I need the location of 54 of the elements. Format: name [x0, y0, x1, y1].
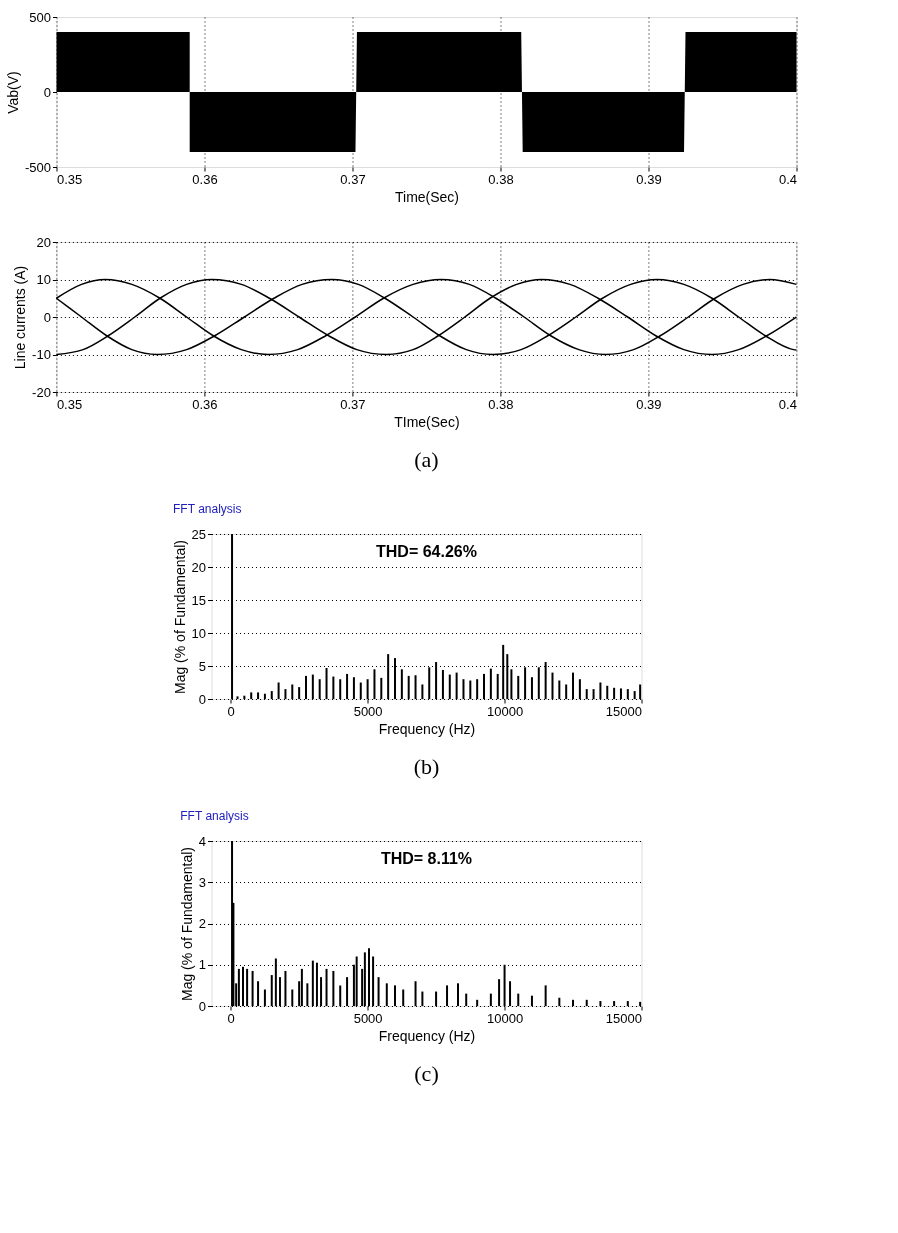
y-tick-label: 10 [191, 625, 206, 641]
chart-title: FFT analysis [180, 809, 249, 823]
annotation: THD= 8.11% [380, 850, 473, 867]
x-tick-label: 0.36 [192, 171, 218, 187]
y-tick-label: 20 [191, 559, 206, 575]
x-tick-label: 0.39 [636, 171, 662, 187]
y-tick-label: 1 [198, 957, 206, 973]
x-tick-label: 0.37 [340, 171, 366, 187]
x-tick-label: 0.37 [340, 396, 366, 412]
x-tick-label: 0.39 [636, 396, 662, 412]
y-tick-label: 3 [198, 874, 206, 890]
x-tick-label: 0.36 [192, 396, 218, 412]
y-axis-title: Line currents (A) [12, 265, 29, 370]
x-tick-label: 10000 [486, 1010, 524, 1026]
x-axis-title: Time(Sec) [394, 188, 460, 205]
x-axis-title: TIme(Sec) [394, 413, 460, 430]
y-axis-title: Vab(V) [4, 71, 21, 114]
y-tick-label: 4 [198, 833, 206, 849]
y-tick-label: -10 [32, 347, 51, 362]
y-tick-label: 5 [198, 658, 206, 674]
y-tick-label: 0 [43, 84, 51, 100]
y-axis-title: Mag (% of Fundamental) [171, 539, 188, 695]
x-tick-label: 0.4 [778, 396, 797, 412]
y-tick-label: 25 [191, 526, 206, 542]
x-tick-label: 10000 [486, 703, 524, 719]
x-tick-label: 0 [227, 1010, 235, 1026]
x-tick-label: 0.38 [488, 171, 514, 187]
x-tick-label: 0 [227, 703, 235, 719]
y-tick-label: 20 [36, 234, 51, 250]
y-tick-label: 10 [36, 272, 51, 287]
annotation: THD= 64.26% [376, 543, 477, 560]
y-tick-label: 0 [43, 309, 51, 325]
x-tick-label: 15000 [605, 1010, 642, 1026]
text: (c) [414, 1061, 439, 1086]
y-tick-label: -500 [24, 159, 51, 175]
y-tick-label: 2 [198, 916, 206, 931]
y-tick-label: 0 [198, 691, 206, 707]
text: (a) [414, 447, 439, 472]
x-tick-label: 5000 [353, 703, 383, 719]
x-tick-label: 5000 [353, 1010, 383, 1026]
x-tick-label: 0.35 [56, 396, 83, 412]
y-tick-label: 500 [29, 9, 51, 25]
y-tick-label: -20 [32, 384, 51, 400]
y-tick-label: 15 [191, 592, 206, 608]
x-axis-title: Frequency (Hz) [378, 720, 476, 737]
text: (b) [413, 754, 440, 779]
x-tick-label: 15000 [605, 703, 642, 719]
x-axis-title: Frequency (Hz) [378, 1027, 476, 1044]
x-tick-label: 0.38 [488, 396, 514, 412]
x-tick-label: 0.4 [778, 171, 797, 187]
y-axis-title: Mag (% of Fundamental) [178, 846, 195, 1002]
x-tick-label: 0.35 [57, 171, 83, 187]
y-tick-label: 0 [198, 998, 206, 1014]
chart-title: FFT analysis [173, 502, 242, 516]
